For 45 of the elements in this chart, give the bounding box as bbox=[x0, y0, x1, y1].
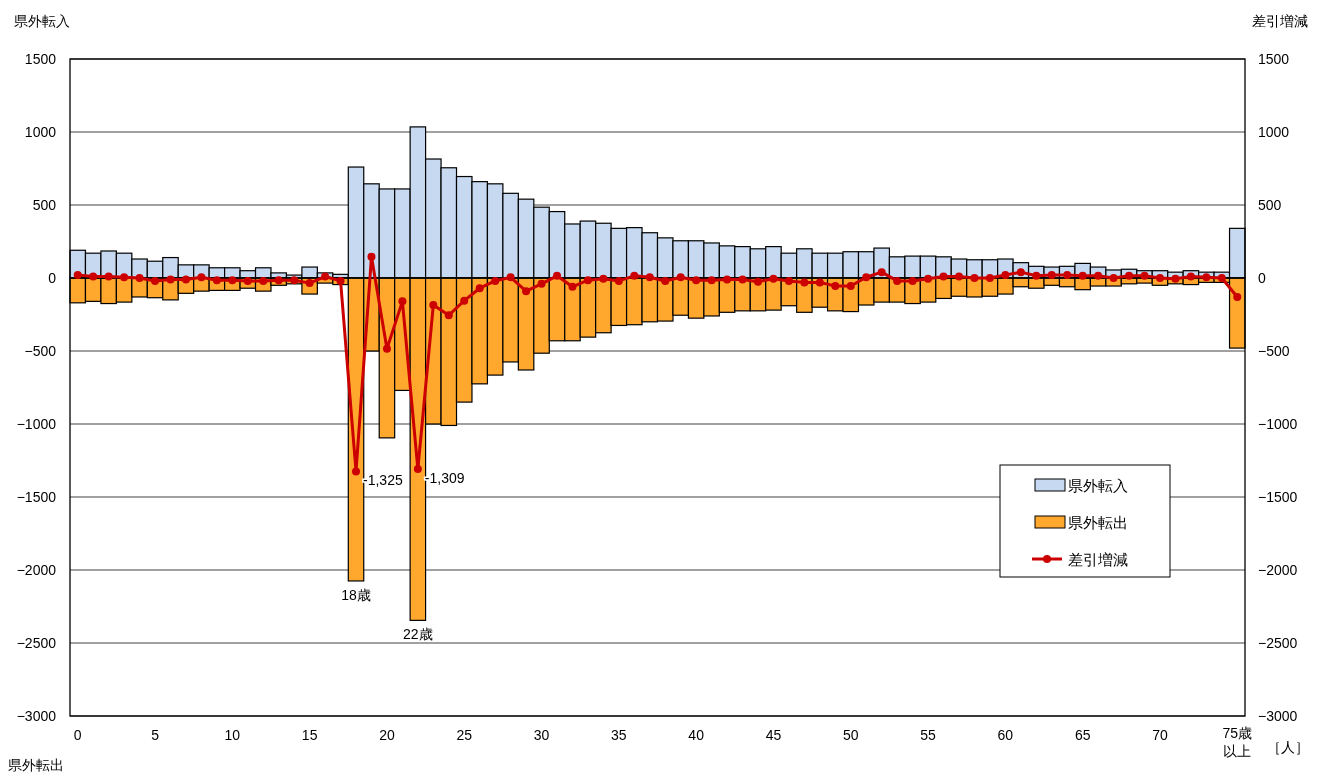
y2-tick-label: −2500 bbox=[1258, 635, 1298, 651]
x-tick-label: 20 bbox=[379, 727, 395, 743]
y-tick-label: 1500 bbox=[24, 51, 57, 67]
y2-tick-label: −1000 bbox=[1258, 416, 1298, 432]
y-tick-label: 500 bbox=[32, 197, 57, 213]
x-tick-label: 70 bbox=[1152, 727, 1168, 743]
x-tick-label: 10 bbox=[224, 727, 241, 743]
x-tick-label: 45 bbox=[765, 727, 782, 743]
y-tick-label: −2000 bbox=[16, 562, 57, 578]
text: 県外転出 bbox=[8, 757, 64, 773]
y2-tick-label: −3000 bbox=[1258, 708, 1298, 724]
y2-tick-label: 500 bbox=[1258, 197, 1282, 213]
x-tick-label: 5 bbox=[151, 727, 160, 743]
y2-tick-label: −2000 bbox=[1258, 562, 1298, 578]
y-tick-label: −2500 bbox=[16, 635, 57, 651]
y2-tick-label: 0 bbox=[1258, 270, 1266, 286]
y-tick-label: 1000 bbox=[24, 124, 57, 140]
x-tick-label: 25 bbox=[456, 727, 473, 743]
y2-axis-title: 差引増減 bbox=[1252, 13, 1308, 29]
x-tick-label: 50 bbox=[842, 727, 859, 743]
x-tick-label: 30 bbox=[533, 727, 550, 743]
x-tick-label: 15 bbox=[301, 727, 318, 743]
x-tick-label: 75歳以上 bbox=[1222, 725, 1253, 759]
x-tick-label: 65 bbox=[1074, 727, 1091, 743]
y2-tick-label: 1500 bbox=[1258, 51, 1290, 67]
y-tick-label: −1000 bbox=[16, 416, 57, 432]
annotation: 22歳 bbox=[403, 626, 433, 643]
x-tick-label: 40 bbox=[688, 727, 705, 743]
annotation: 18歳 bbox=[341, 586, 371, 603]
y2-tick-label: −1500 bbox=[1258, 489, 1298, 505]
y-tick-label: −500 bbox=[24, 343, 57, 359]
x-tick-label: 60 bbox=[997, 727, 1014, 743]
legend-label: 県外転入 bbox=[1068, 477, 1128, 494]
y2-tick-label: 1000 bbox=[1258, 124, 1290, 140]
legend-label: 差引増減 bbox=[1068, 551, 1128, 568]
y2-tick-label: −500 bbox=[1258, 343, 1290, 359]
y-tick-label: −1500 bbox=[16, 489, 57, 505]
x-tick-label: 35 bbox=[611, 727, 627, 743]
x-tick-label: 0 bbox=[73, 727, 82, 743]
y-tick-label: −3000 bbox=[16, 708, 57, 724]
text: ［人］ bbox=[1267, 739, 1309, 755]
x-tick-label: 55 bbox=[920, 727, 937, 743]
y-axis-title: 県外転入 bbox=[14, 13, 70, 29]
legend-label: 県外転出 bbox=[1068, 514, 1128, 531]
y-tick-label: 0 bbox=[48, 270, 57, 286]
